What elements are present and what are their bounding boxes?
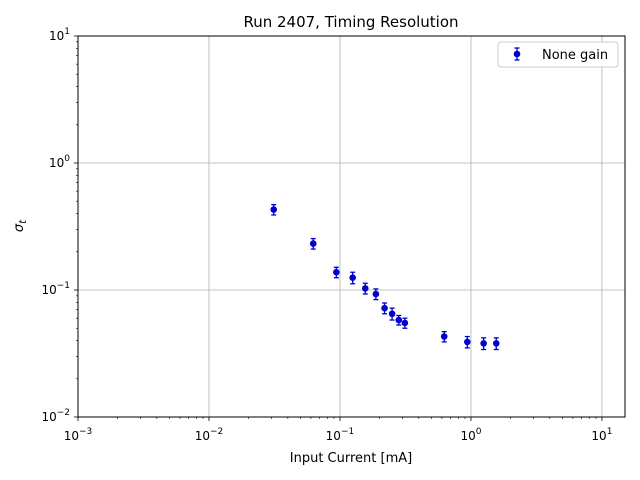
data-point — [492, 337, 500, 351]
y-tick-label-exponent: −1 — [57, 281, 70, 291]
data-marker — [388, 310, 396, 318]
y-tick-label-base: 10 — [49, 156, 64, 170]
data-marker — [309, 240, 317, 247]
y-axis-label: σt — [12, 219, 29, 232]
legend-point — [513, 50, 521, 58]
legend-label: None gain — [542, 48, 608, 63]
y-tick-label-base: 10 — [49, 29, 64, 43]
x-tick-label-exponent: 0 — [476, 427, 482, 437]
data-marker — [349, 274, 356, 281]
data-point — [309, 237, 317, 250]
y-axis-label-subscript: t — [18, 219, 29, 224]
data-marker — [464, 338, 471, 346]
data-marker — [492, 340, 500, 347]
data-marker — [270, 206, 278, 213]
data-point — [480, 337, 487, 351]
legend-marker — [513, 47, 521, 61]
data-point — [349, 271, 356, 285]
y-tick-label: 100 — [49, 154, 70, 170]
grid — [78, 36, 625, 417]
y-axis-label-symbol: σ — [12, 223, 27, 232]
y-tick-label-exponent: 1 — [64, 27, 70, 37]
data-point — [270, 203, 278, 216]
legend-box — [497, 41, 619, 68]
x-tick-label-base: 10 — [591, 429, 606, 443]
data-marker — [381, 304, 388, 312]
y-tick-label: 10−1 — [41, 281, 70, 297]
x-tick-label-exponent: −3 — [79, 427, 92, 437]
x-tick-label-base: 10 — [195, 429, 210, 443]
x-tick-label-exponent: −1 — [341, 427, 354, 437]
data-marker — [395, 316, 403, 324]
data-marker — [401, 319, 409, 327]
y-tick-label: 10−2 — [41, 408, 70, 424]
data-point — [361, 282, 369, 295]
x-tick-label: 101 — [591, 427, 612, 443]
data-point — [395, 314, 403, 326]
y-tick-label-base: 10 — [41, 410, 56, 424]
y-tick-label-exponent: −2 — [57, 408, 70, 418]
x-tick-label-base: 10 — [64, 429, 79, 443]
x-tick-label-base: 10 — [326, 429, 341, 443]
data-marker — [333, 268, 340, 276]
data-series — [270, 203, 500, 351]
chart-title: Run 2407, Timing Resolution — [243, 13, 458, 31]
data-marker — [361, 285, 369, 292]
data-marker — [440, 333, 448, 340]
x-tick-label: 10−1 — [326, 427, 355, 443]
data-point — [440, 330, 448, 343]
data-marker — [480, 340, 487, 347]
data-point — [388, 307, 396, 321]
x-tick-label-exponent: −2 — [210, 427, 223, 437]
data-marker — [372, 290, 380, 298]
x-tick-label: 100 — [460, 427, 481, 443]
data-point — [464, 335, 471, 349]
y-tick-label-exponent: 0 — [64, 154, 70, 164]
legend: None gain — [497, 41, 619, 68]
data-point — [381, 302, 388, 315]
y-tick-label-base: 10 — [41, 283, 56, 297]
x-tick-label: 10−3 — [64, 427, 93, 443]
x-tick-label-base: 10 — [460, 429, 475, 443]
x-tick-label-exponent: 1 — [607, 427, 613, 437]
data-point — [333, 266, 340, 279]
y-tick-label: 101 — [49, 27, 70, 43]
x-axis-label: Input Current [mA] — [290, 451, 412, 466]
data-point — [401, 317, 409, 329]
plot-frame — [77, 35, 626, 418]
x-tick-label: 10−2 — [195, 427, 224, 443]
data-point — [372, 288, 380, 301]
